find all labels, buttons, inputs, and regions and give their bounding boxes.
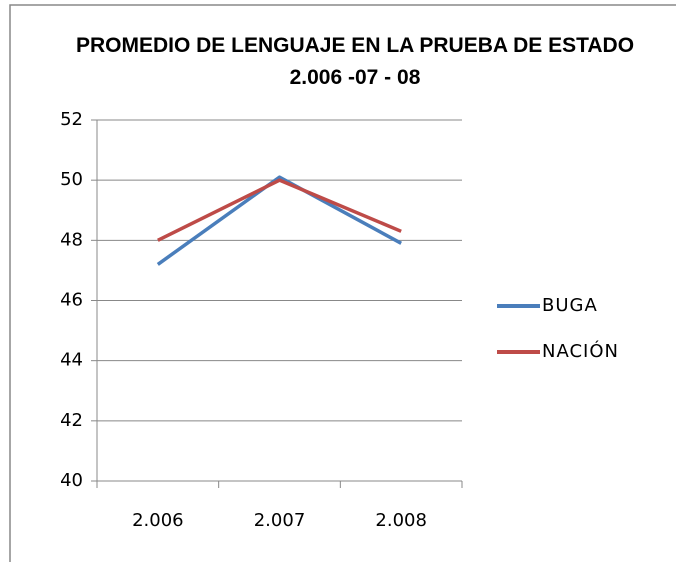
y-tick-label: 52 (60, 109, 83, 130)
legend-label: BUGA (542, 295, 598, 316)
y-tick-label: 48 (60, 229, 83, 250)
x-tick-label: 2.008 (375, 510, 427, 531)
y-tick-label: 50 (60, 169, 83, 190)
y-tick-label: 40 (60, 470, 83, 491)
series-line (157, 178, 402, 242)
frame-border (9, 4, 676, 562)
y-tick-label: 42 (60, 410, 83, 431)
legend-label: NACIÓN (542, 340, 619, 362)
y-tick-label: 44 (60, 350, 83, 371)
y-tick-label: 46 (60, 290, 83, 311)
chart-title: PROMEDIO DE LENGUAJE EN LA PRUEBA DE EST… (75, 34, 635, 89)
x-tick-label: 2.007 (254, 510, 306, 531)
series-line (156, 175, 403, 266)
x-tick-label: 2.006 (132, 510, 184, 531)
